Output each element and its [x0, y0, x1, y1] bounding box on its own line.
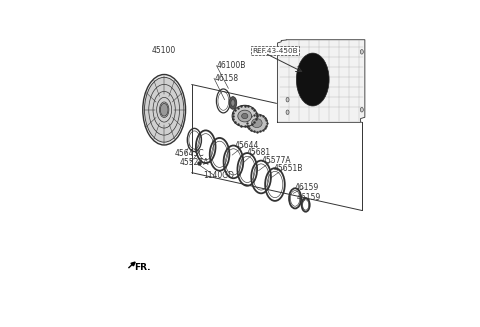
Ellipse shape — [143, 75, 186, 145]
Text: 45681: 45681 — [246, 147, 270, 157]
Text: 45577A: 45577A — [262, 156, 291, 165]
Text: 46158: 46158 — [215, 74, 239, 83]
Text: 45527A: 45527A — [180, 158, 209, 167]
Ellipse shape — [238, 110, 252, 122]
Text: 1140GD: 1140GD — [203, 171, 234, 180]
Ellipse shape — [286, 97, 289, 102]
Text: FR.: FR. — [134, 263, 151, 272]
Text: REF.43-450B: REF.43-450B — [252, 47, 298, 54]
Text: 45651B: 45651B — [274, 164, 303, 173]
Ellipse shape — [241, 113, 248, 119]
Ellipse shape — [246, 114, 267, 132]
Ellipse shape — [286, 47, 289, 52]
Text: 45643C: 45643C — [175, 149, 204, 158]
Text: 45644: 45644 — [235, 142, 259, 150]
Ellipse shape — [144, 77, 184, 142]
Ellipse shape — [296, 53, 329, 106]
Text: 45100: 45100 — [152, 46, 176, 55]
Ellipse shape — [286, 110, 289, 114]
Polygon shape — [277, 40, 365, 122]
Ellipse shape — [160, 103, 168, 116]
Polygon shape — [131, 262, 135, 266]
Text: 46159: 46159 — [296, 193, 321, 202]
Text: 46159: 46159 — [295, 183, 319, 192]
Ellipse shape — [360, 108, 363, 112]
Ellipse shape — [229, 97, 237, 109]
Text: 46100B: 46100B — [217, 61, 246, 70]
Ellipse shape — [231, 100, 235, 106]
Ellipse shape — [360, 50, 363, 54]
Ellipse shape — [252, 119, 262, 128]
Ellipse shape — [232, 105, 257, 127]
